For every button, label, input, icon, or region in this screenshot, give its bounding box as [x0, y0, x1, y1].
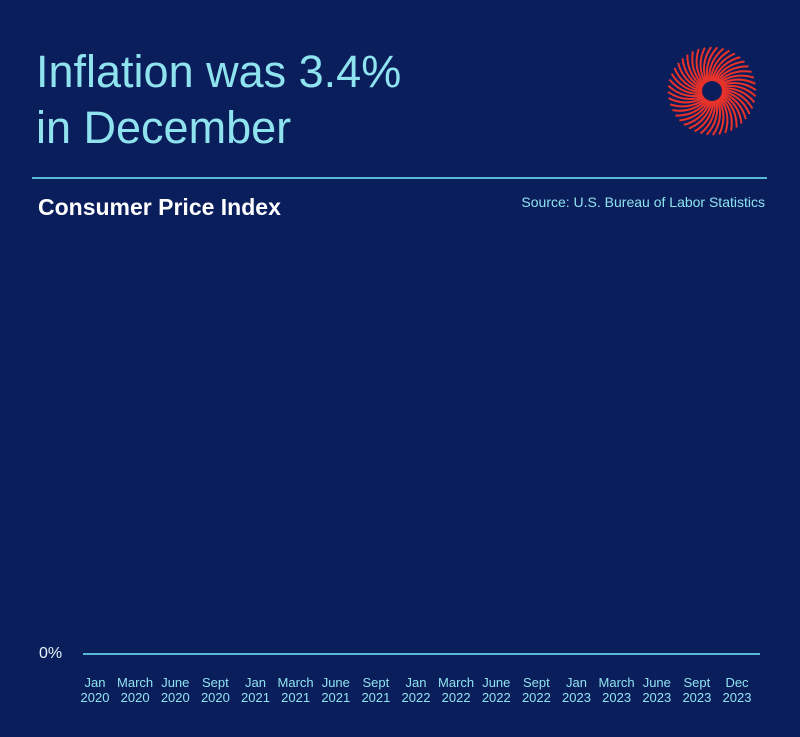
logo-stroke: [721, 90, 751, 115]
logo-stroke: [721, 88, 754, 109]
logo-center: [703, 82, 721, 100]
logo-stroke: [667, 84, 704, 98]
logo-stroke: [709, 49, 730, 82]
headline: Inflation was 3.4% in December: [36, 44, 636, 156]
headline-line-1: Inflation was 3.4%: [36, 46, 402, 97]
logo-stroke: [718, 96, 729, 134]
x-tick-label: Sept 2022: [522, 675, 551, 705]
logo-stroke: [668, 96, 705, 104]
logo-stroke: [717, 74, 755, 85]
logo-stroke: [679, 100, 711, 122]
x-tick-label: Sept 2020: [201, 675, 230, 705]
logo-stroke: [669, 97, 707, 108]
logo-stroke: [683, 100, 712, 126]
logo-stroke: [705, 99, 719, 136]
x-tick-label: March 2023: [599, 675, 635, 705]
logo-stroke: [699, 100, 716, 135]
logo-stroke: [668, 78, 703, 95]
x-tick-label: March 2021: [278, 675, 314, 705]
x-tick-label: Dec 2023: [723, 675, 752, 705]
logo-stroke: [688, 100, 713, 130]
logo-stroke: [677, 62, 703, 91]
logo-stroke: [721, 91, 747, 120]
logo-stroke: [720, 94, 738, 128]
logo-stroke: [699, 47, 707, 84]
y-tick-label-zero: 0%: [39, 645, 62, 662]
logo-stroke: [720, 84, 757, 98]
x-tick-label: Jan 2023: [562, 675, 591, 705]
header-divider: [32, 177, 767, 179]
x-tick-label: Jan 2022: [402, 675, 431, 705]
logo-stroke: [691, 51, 705, 87]
logo-stroke: [719, 95, 733, 131]
source-note: Source: U.S. Bureau of Labor Statistics: [521, 194, 765, 210]
x-tick-label: June 2023: [642, 675, 671, 705]
logo-stroke: [721, 92, 743, 124]
x-tick-label: Sept 2021: [361, 675, 390, 705]
logo-stroke: [719, 78, 756, 86]
logo-stroke: [721, 87, 756, 104]
x-tick-label: Sept 2023: [682, 675, 711, 705]
logo-stroke: [686, 54, 704, 88]
logo-stroke: [681, 58, 703, 90]
logo-stroke: [672, 98, 708, 112]
chart-subtitle: Consumer Price Index: [38, 194, 281, 220]
brand-logo-icon: [667, 46, 757, 136]
logo-stroke: [670, 73, 703, 94]
x-tick-label: June 2021: [321, 675, 350, 705]
x-tick-label: March 2020: [117, 675, 153, 705]
logo-stroke: [708, 47, 725, 82]
logo-stroke: [716, 70, 752, 84]
logo-stroke: [675, 99, 709, 117]
logo-stroke: [673, 67, 703, 92]
logo-stroke: [695, 48, 706, 86]
x-tick-label: Jan 2020: [81, 675, 110, 705]
x-tick-label: Jan 2021: [241, 675, 270, 705]
logo-stroke: [694, 100, 715, 133]
logo-stroke: [712, 99, 721, 136]
x-tick-label: March 2022: [438, 675, 474, 705]
x-tick-label: June 2020: [161, 675, 190, 705]
logo-stroke: [717, 98, 725, 135]
logo-stroke: [667, 91, 704, 100]
headline-line-2: in December: [36, 102, 292, 153]
logo-stroke: [703, 46, 712, 83]
logo-stroke: [712, 56, 741, 82]
logo-stroke: [713, 60, 745, 82]
logo-stroke: [711, 52, 736, 82]
x-tick-label: June 2022: [482, 675, 511, 705]
logo-stroke: [715, 65, 749, 83]
logo-stroke: [720, 82, 757, 91]
logo-stroke: [705, 46, 719, 83]
